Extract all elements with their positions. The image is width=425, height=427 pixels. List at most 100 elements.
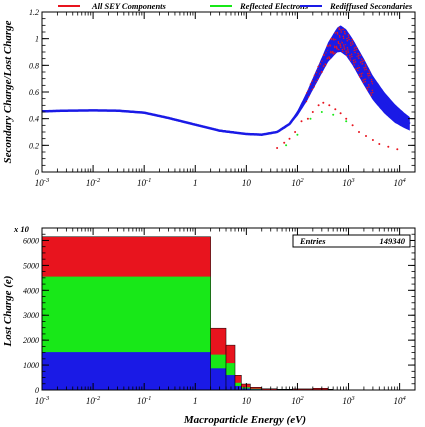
y-tick-label: 1.2: [29, 8, 39, 17]
all-sey-point: [371, 139, 374, 141]
y-tick-label: 4000: [23, 286, 39, 295]
all-sey-point: [322, 65, 325, 68]
all-sey-point: [360, 73, 363, 75]
x-tick-label: 10-3: [35, 177, 50, 188]
x-tick-label: 10-2: [86, 177, 101, 188]
reflected-point: [320, 111, 323, 113]
all-sey-point: [351, 40, 354, 43]
reflected-point: [285, 144, 288, 147]
x-tick-label: 10-1: [137, 177, 151, 188]
all-sey-point: [357, 55, 360, 57]
all-sey-point: [329, 45, 332, 47]
all-sey-point: [367, 84, 370, 86]
all-sey-point: [368, 70, 371, 72]
all-sey-point: [359, 61, 362, 63]
all-sey-point: [336, 33, 339, 35]
all-sey-point: [367, 75, 369, 77]
all-sey-point: [294, 131, 297, 133]
all-sey-point: [313, 74, 316, 77]
all-sey-point: [306, 117, 309, 120]
all-sey-point: [362, 79, 365, 81]
all-sey-point: [334, 32, 337, 34]
all-sey-point: [343, 44, 345, 46]
all-sey-point: [346, 37, 348, 40]
all-sey-point: [347, 49, 349, 51]
all-sey-point: [365, 66, 367, 68]
rediffused-secondaries-line: [42, 37, 411, 136]
stats-box: Entries 149340: [292, 234, 411, 248]
all-sey-point: [345, 50, 347, 52]
all-sey-point: [340, 31, 343, 33]
all-sey-point: [276, 147, 279, 149]
bottom-y-axis-label: Lost Charge (e): [2, 276, 14, 348]
all-sey-point: [360, 75, 363, 77]
all-sey-point: [346, 39, 349, 42]
all-sey-point: [364, 80, 367, 83]
x-tick-label: 102: [291, 395, 304, 406]
all-sey-point: [317, 104, 320, 107]
all-sey-point: [339, 44, 342, 47]
x-tick-label: 10-3: [35, 395, 50, 406]
all-sey-point: [359, 76, 361, 78]
all-sey-point: [365, 68, 368, 71]
all-sey-point: [353, 64, 356, 66]
all-sey-point: [366, 86, 369, 89]
all-sey-point: [367, 72, 369, 75]
y-tick-label: 0.4: [29, 115, 39, 124]
all-sey-point: [351, 38, 353, 41]
all-sey-point: [378, 143, 381, 145]
all-sey-point: [338, 27, 340, 29]
y-tick-label: 6000: [23, 236, 39, 245]
bottom-x-axis-label: Macroparticle Energy (eV): [183, 414, 306, 426]
all-sey-point: [350, 44, 352, 46]
all-sey-point: [350, 53, 353, 56]
all-sey-point: [342, 35, 345, 38]
all-sey-point: [342, 37, 345, 39]
all-sey-point: [338, 28, 341, 31]
all-sey-point: [356, 67, 359, 69]
all-sey-point: [340, 29, 342, 31]
stats-entries-value: 149340: [380, 236, 406, 246]
all-sey-point: [328, 104, 331, 107]
y-tick-label: 2000: [23, 336, 39, 345]
all-sey-point: [336, 31, 339, 34]
all-sey-point: [341, 48, 344, 51]
x-tick-label: 104: [393, 177, 406, 188]
all-sey-point: [351, 55, 353, 58]
legend-label-reflected: Reflected Electrons: [239, 1, 309, 11]
legend: All SEY Components Reflected Electrons R…: [58, 1, 413, 11]
multiplier-label: x 10: [13, 224, 30, 234]
all-sey-point: [343, 30, 346, 33]
all-sey-point: [337, 42, 340, 44]
bar-rediffused: [42, 352, 211, 390]
all-sey-point: [365, 135, 367, 137]
all-sey-point: [357, 52, 359, 55]
all-sey-point: [345, 52, 348, 55]
all-sey-point: [366, 89, 369, 91]
x-tick-label: 1: [193, 396, 198, 406]
all-sey-point: [396, 148, 399, 151]
all-sey-point: [311, 111, 314, 113]
all-sey-point: [363, 67, 365, 69]
all-sey-point: [354, 51, 356, 54]
all-sey-point: [343, 48, 346, 50]
bottom-y-ticks: 0 1000 2000 3000 4000 5000 6000: [22, 227, 415, 395]
y-tick-label: 1: [35, 35, 39, 44]
reflected-point: [332, 113, 335, 116]
reflected-point: [345, 120, 348, 123]
all-sey-point: [361, 60, 363, 63]
all-sey-point: [317, 65, 320, 68]
all-sey-point: [349, 57, 351, 59]
top-plot-data: [42, 25, 411, 151]
all-sey-point: [324, 63, 327, 66]
bottom-plot: 10-3 10-2 10-1 1 10 102 103 104 0 1000 2000 3000 40…: [2, 224, 416, 426]
all-sey-point: [370, 94, 373, 96]
y-tick-label: 0: [35, 386, 39, 395]
x-tick-label: 102: [291, 177, 304, 188]
all-sey-point: [358, 66, 361, 69]
x-tick-label: 10-1: [137, 395, 151, 406]
bar-all-sey: [292, 388, 313, 390]
reflected-point: [296, 133, 299, 136]
all-sey-point: [387, 145, 390, 148]
